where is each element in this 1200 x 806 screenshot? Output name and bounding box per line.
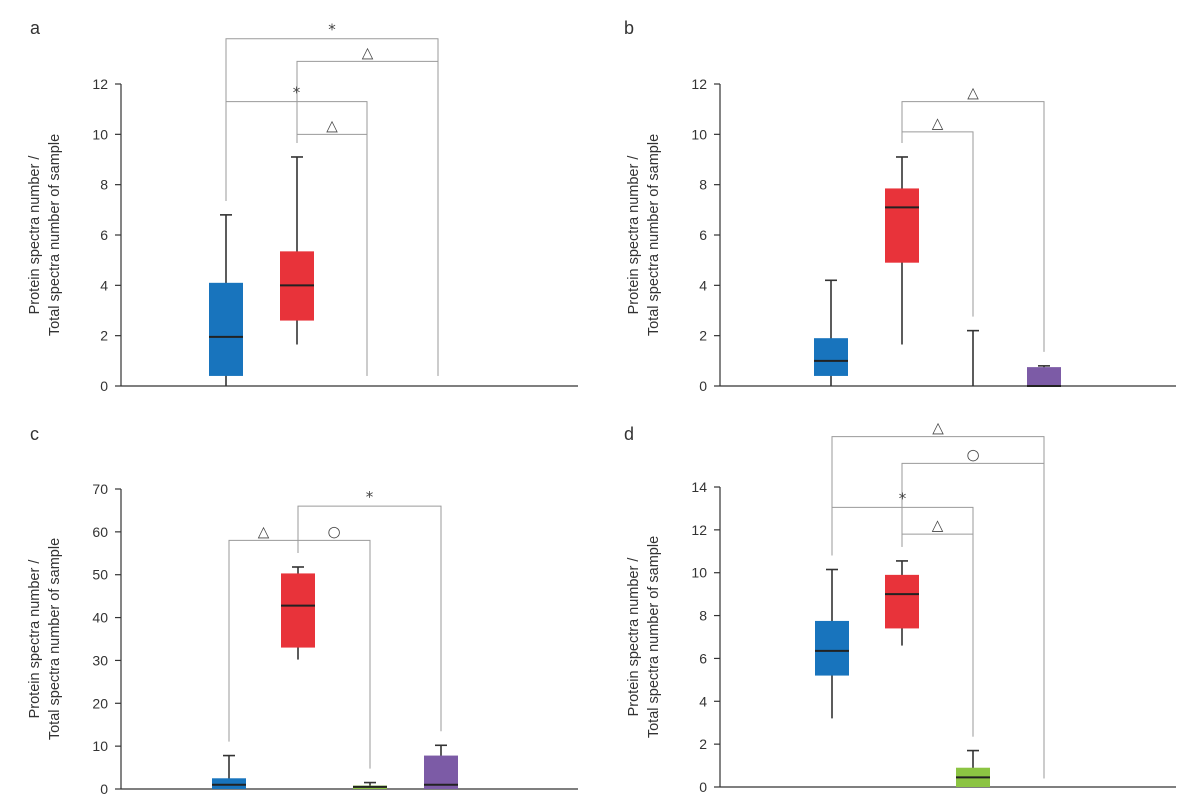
y-tick-label: 2 <box>699 736 707 752</box>
box-green <box>353 781 387 789</box>
significance-bracket <box>296 60 439 376</box>
significance-symbol: △ <box>326 116 338 134</box>
y-tick-label: 70 <box>92 481 108 497</box>
y-axis-label-line: Total spectra number of sample <box>47 538 63 740</box>
box-red <box>885 156 919 345</box>
significance-bracket <box>901 533 974 737</box>
y-axis-label-line: Protein spectra number / <box>626 155 642 315</box>
significance-bracket <box>297 505 442 732</box>
box-body <box>885 574 919 629</box>
y-tick-label: 12 <box>691 76 707 92</box>
panel-d: d 0 2 4 6 8 10 12 14 Protein spectra number / Tota… <box>624 419 1176 795</box>
box-purple <box>424 744 458 789</box>
significance-bracket <box>296 133 368 376</box>
box-body <box>815 620 849 676</box>
y-axis-label: Protein spectra number / Total spectra nu… <box>626 134 662 336</box>
y-tick-label: 0 <box>100 781 108 797</box>
box-purple <box>1027 365 1061 387</box>
significance-bracket <box>901 462 1045 779</box>
y-tick-label: 2 <box>100 328 108 344</box>
significance-symbol: △ <box>932 419 944 437</box>
y-tick-label: 50 <box>92 567 108 583</box>
box-body <box>424 755 458 789</box>
box-blue <box>209 214 243 386</box>
box-body <box>814 338 848 376</box>
significance-bracket <box>831 436 1045 779</box>
significance-bracket <box>901 131 974 317</box>
y-tick-label: 10 <box>92 738 108 754</box>
y-tick-label: 8 <box>699 177 707 193</box>
y-tick-label: 8 <box>699 608 707 624</box>
panel-label: b <box>624 18 634 38</box>
y-tick-label: 4 <box>100 277 108 293</box>
y-axis-label-line: Total spectra number of sample <box>646 536 662 738</box>
box-body <box>1027 367 1061 386</box>
box-blue <box>212 754 246 789</box>
panel-a: a 0 2 4 6 8 10 12 Protein spectra number / Total … <box>27 18 578 394</box>
y-axis-label-line: Total spectra number of sample <box>646 134 662 336</box>
box-body <box>209 282 243 376</box>
box-green <box>967 329 979 386</box>
y-tick-label: 14 <box>691 479 707 495</box>
y-tick-label: 8 <box>100 177 108 193</box>
y-tick-label: 10 <box>691 565 707 581</box>
significance-symbol: * <box>293 84 301 102</box>
significance-symbol: * <box>899 489 907 507</box>
panel-b: b 0 2 4 6 8 10 12 Protein spectra number / Total … <box>624 18 1176 394</box>
box-body <box>212 778 246 789</box>
y-tick-label: 6 <box>699 227 707 243</box>
significance-bracket <box>225 38 439 376</box>
y-tick-label: 10 <box>92 126 108 142</box>
box-red <box>281 566 315 660</box>
y-tick-label: 6 <box>699 650 707 666</box>
significance-symbol: △ <box>258 522 270 540</box>
box-blue <box>814 279 848 386</box>
box-green <box>956 749 990 787</box>
significance-symbol: △ <box>967 84 979 102</box>
y-tick-label: 30 <box>92 652 108 668</box>
y-tick-label: 0 <box>100 378 108 394</box>
box-blue <box>815 568 849 719</box>
significance-symbol: △ <box>932 114 944 132</box>
panel-label: d <box>624 424 634 444</box>
y-tick-label: 40 <box>92 610 108 626</box>
panel-label: c <box>30 424 39 444</box>
y-axis-label-line: Total spectra number of sample <box>47 134 63 336</box>
box-red <box>885 560 919 646</box>
y-axis-label-line: Protein spectra number / <box>27 559 43 719</box>
box-red <box>280 156 314 345</box>
y-axis-label: Protein spectra number / Total spectra nu… <box>626 536 662 738</box>
y-tick-label: 0 <box>699 378 707 394</box>
box-body <box>885 188 919 263</box>
significance-bracket <box>901 101 1045 352</box>
y-tick-label: 4 <box>699 693 707 709</box>
significance-symbol: * <box>328 21 336 39</box>
y-tick-label: 4 <box>699 277 707 293</box>
significance-symbol: ○ <box>327 522 340 540</box>
y-axis-label-line: Protein spectra number / <box>626 557 642 717</box>
y-tick-label: 60 <box>92 524 108 540</box>
y-axis-label: Protein spectra number / Total spectra nu… <box>27 134 63 336</box>
panel-label: a <box>30 18 41 38</box>
panel-c: c 0 10 20 30 40 50 60 70 Protein spectra number /… <box>27 424 578 797</box>
y-tick-label: 20 <box>92 695 108 711</box>
box-body <box>281 573 315 648</box>
y-tick-label: 6 <box>100 227 108 243</box>
y-tick-label: 0 <box>699 779 707 795</box>
y-axis-label: Protein spectra number / Total spectra nu… <box>27 538 63 740</box>
y-tick-label: 10 <box>691 126 707 142</box>
y-tick-label: 2 <box>699 328 707 344</box>
y-axis-label-line: Protein spectra number / <box>27 155 43 315</box>
y-tick-label: 12 <box>92 76 108 92</box>
significance-symbol: * <box>366 488 374 506</box>
significance-symbol: △ <box>362 43 374 61</box>
y-tick-label: 12 <box>691 522 707 538</box>
significance-symbol: △ <box>932 516 944 534</box>
significance-symbol: ○ <box>966 445 979 463</box>
